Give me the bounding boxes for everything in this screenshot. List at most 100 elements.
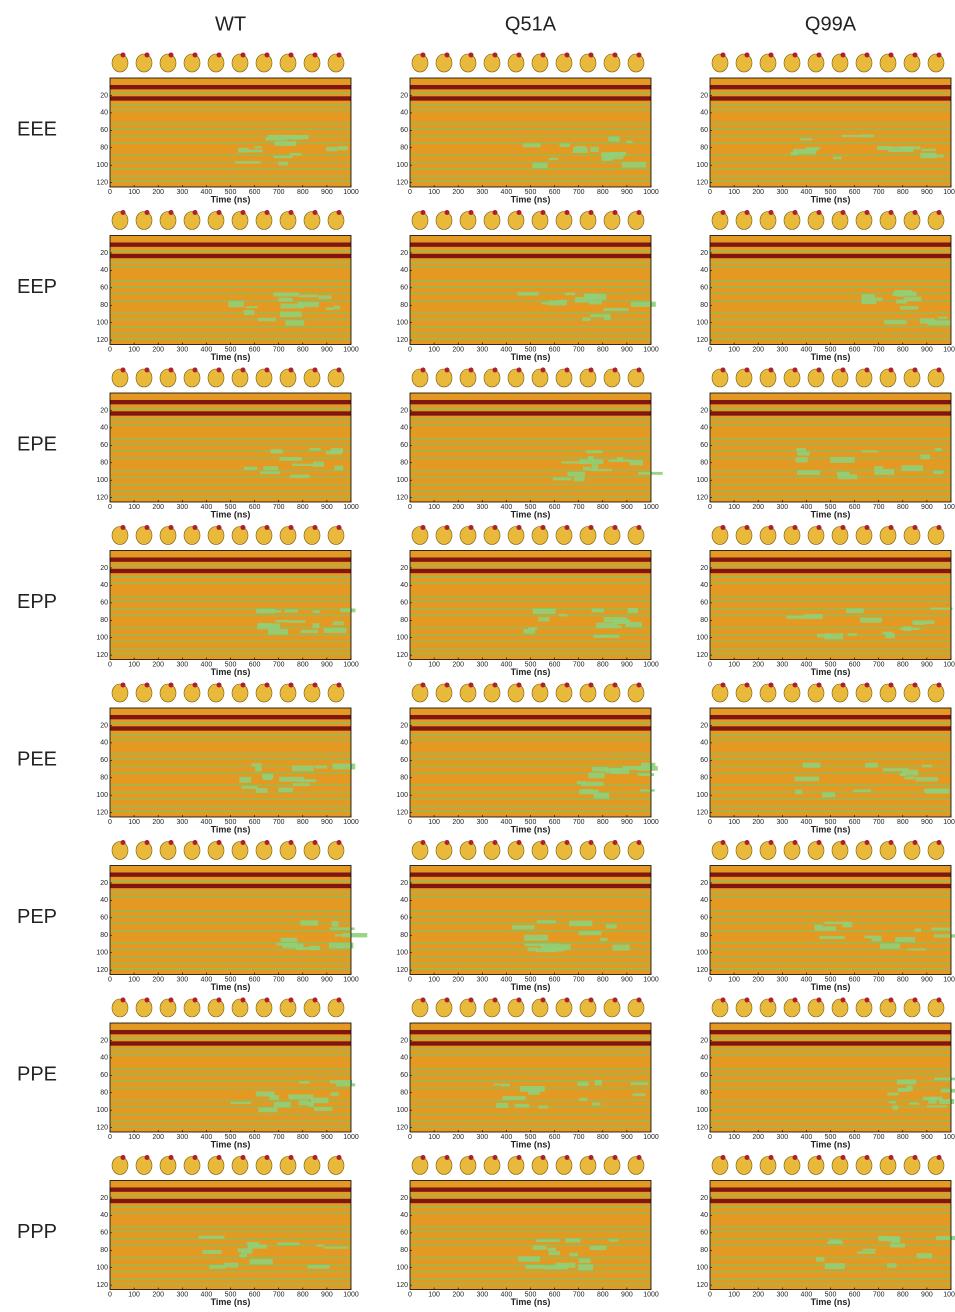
coil-patch	[553, 477, 571, 480]
coil-patch	[887, 1093, 898, 1096]
x-tick-label: 0	[708, 346, 712, 353]
protein-snapshot	[712, 999, 728, 1017]
protein-tag	[493, 210, 498, 215]
y-tick-label: 80	[100, 1247, 108, 1254]
protein-tag	[313, 368, 318, 373]
coil-patch	[875, 466, 883, 469]
coil-line	[110, 1088, 351, 1089]
x-tick-label: 0	[708, 504, 712, 511]
coil-patch	[271, 451, 284, 453]
y-tick-label: 120	[396, 652, 408, 659]
protein-tag	[517, 840, 522, 845]
protein-snapshot	[784, 684, 800, 702]
protein-tag	[469, 683, 474, 688]
x-tick-label: 600	[249, 1291, 261, 1298]
protein-snapshot	[436, 212, 452, 230]
coil-line	[710, 753, 951, 754]
coil-line	[710, 451, 951, 452]
coil-line	[710, 1278, 951, 1279]
panel: 0100200300400500600700800900100020406080…	[696, 525, 955, 677]
coil-line	[410, 1231, 651, 1232]
x-tick-label: 100	[428, 661, 440, 668]
coil-line	[410, 963, 651, 964]
coil-line	[410, 916, 651, 917]
heatmap-bg	[410, 551, 651, 660]
coil-line	[710, 1088, 951, 1089]
coil-line	[410, 608, 651, 609]
coil-patch	[876, 297, 883, 300]
y-tick-label: 120	[96, 809, 108, 816]
coil-patch	[824, 633, 843, 639]
x-tick-label: 900	[321, 1291, 333, 1298]
protein-snapshot	[184, 684, 200, 702]
coil-line	[410, 438, 651, 439]
y-tick-label: 120	[396, 494, 408, 501]
coil-line	[110, 1278, 351, 1279]
protein-snapshot	[184, 999, 200, 1017]
y-tick-label: 40	[100, 1055, 108, 1062]
protein-tag	[817, 683, 822, 688]
coil-patch	[548, 1248, 556, 1251]
protein-tag	[865, 53, 870, 58]
y-tick-label: 20	[700, 1037, 708, 1044]
protein-tag	[289, 210, 294, 215]
protein-tag	[265, 1155, 270, 1160]
protein-tag	[313, 210, 318, 215]
heatmap-bg	[710, 708, 951, 817]
coil-patch	[518, 292, 539, 296]
protein-tag	[769, 1155, 774, 1160]
protein-tag	[937, 998, 942, 1003]
coil-line	[110, 293, 351, 294]
y-tick-label: 60	[700, 1072, 708, 1079]
helix-band	[410, 726, 651, 730]
coil-line	[710, 104, 951, 105]
coil-line	[410, 123, 651, 124]
coil-line	[110, 496, 351, 497]
coil-patch	[916, 1253, 932, 1258]
coil-line	[410, 477, 651, 478]
panel: 0100200300400500600700800900100020406080…	[96, 683, 359, 835]
x-tick-label: 1000	[343, 1291, 359, 1298]
helix-band	[410, 884, 651, 888]
coil-line	[710, 250, 951, 251]
coil-line	[710, 799, 951, 800]
x-tick-label: 200	[452, 189, 464, 196]
y-tick-label: 100	[696, 792, 708, 799]
coil-patch	[631, 1082, 648, 1085]
protein-snapshot	[280, 369, 296, 387]
y-tick-label: 120	[396, 1282, 408, 1289]
protein-tag	[145, 1155, 150, 1160]
panel: 0100200300400500600700800900100020406080…	[96, 368, 359, 520]
x-tick-label: 1000	[343, 819, 359, 826]
y-tick-label: 120	[696, 652, 708, 659]
x-tick-label: 800	[297, 1291, 309, 1298]
protein-snapshot	[628, 54, 644, 72]
x-tick-label: 600	[549, 1134, 561, 1141]
coil-patch	[579, 459, 603, 464]
protein-tag	[241, 53, 246, 58]
protein-tag	[517, 368, 522, 373]
coil-patch	[816, 1257, 824, 1262]
coil-patch	[524, 944, 546, 947]
coil-line	[410, 1207, 651, 1208]
x-tick-label: 700	[873, 976, 885, 983]
heatmap-bg	[410, 236, 651, 345]
coil-line	[410, 281, 651, 282]
coil-line	[410, 136, 651, 137]
y-tick-label: 60	[400, 1072, 408, 1079]
heatmap-bg	[710, 1181, 951, 1290]
protein-snapshot	[928, 999, 944, 1017]
coil-patch	[340, 608, 355, 612]
coil-patch	[336, 944, 343, 948]
coil-patch	[907, 948, 926, 950]
coil-line	[110, 162, 351, 163]
x-axis-label: Time (ns)	[511, 194, 551, 204]
protein-snapshot	[856, 1157, 872, 1175]
protein-tag	[445, 525, 450, 530]
x-axis-label: Time (ns)	[811, 667, 851, 677]
x-tick-label: 300	[476, 504, 488, 511]
protein-tag	[445, 840, 450, 845]
coil-patch	[235, 161, 260, 163]
coil-line	[110, 785, 351, 786]
x-tick-label: 600	[849, 661, 861, 668]
